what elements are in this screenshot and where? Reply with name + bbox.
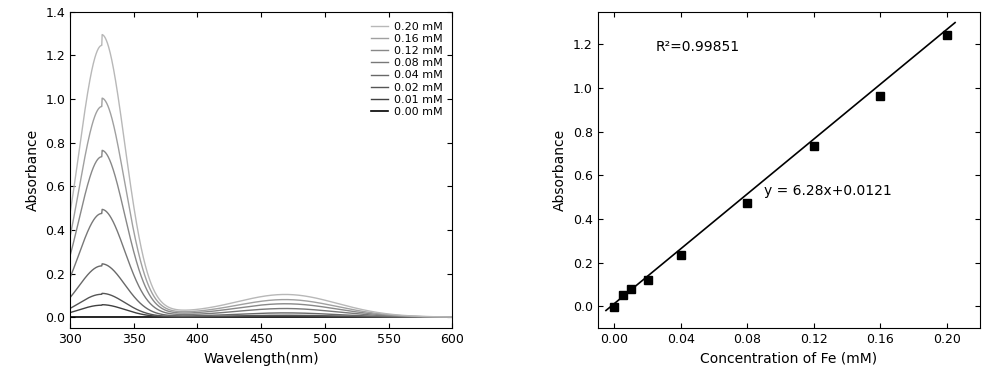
0.20 mM xyxy=(446,315,458,319)
Text: y = 6.28x+0.0121: y = 6.28x+0.0121 xyxy=(764,184,892,198)
0.16 mM xyxy=(446,315,458,319)
0.08 mM xyxy=(233,309,245,313)
0.08 mM xyxy=(369,313,381,318)
Line: 0.04 mM: 0.04 mM xyxy=(70,264,452,317)
0.04 mM xyxy=(363,314,375,318)
0.01 mM xyxy=(446,315,458,320)
0.04 mM xyxy=(64,295,76,300)
0.16 mM xyxy=(219,305,231,310)
0.08 mM xyxy=(446,315,458,320)
0.20 mM xyxy=(327,300,339,305)
0.08 mM xyxy=(219,310,231,315)
Y-axis label: Absorbance: Absorbance xyxy=(553,129,567,211)
0.01 mM xyxy=(363,315,375,319)
0.02 mM xyxy=(233,313,245,318)
0.04 mM xyxy=(233,312,245,317)
0.04 mM xyxy=(103,264,115,269)
0.08 mM xyxy=(64,275,76,280)
0.02 mM xyxy=(96,291,108,296)
Line: 0.20 mM: 0.20 mM xyxy=(70,35,452,317)
0.16 mM xyxy=(64,235,76,239)
0.02 mM xyxy=(64,306,76,311)
0.04 mM xyxy=(446,315,458,320)
Line: 0.16 mM: 0.16 mM xyxy=(70,98,452,317)
0.20 mM xyxy=(219,302,231,307)
0.00 mM xyxy=(103,315,115,320)
0.00 mM xyxy=(446,315,458,320)
0.12 mM xyxy=(96,148,108,152)
0.12 mM xyxy=(369,312,381,317)
0.00 mM xyxy=(362,315,374,320)
0.01 mM xyxy=(233,314,245,319)
0.20 mM xyxy=(233,299,245,304)
0.20 mM xyxy=(363,308,375,313)
0.20 mM xyxy=(96,32,108,37)
0.12 mM xyxy=(446,315,458,319)
0.01 mM xyxy=(103,303,115,308)
0.01 mM xyxy=(219,314,231,319)
0.02 mM xyxy=(363,314,375,319)
0.02 mM xyxy=(219,314,231,318)
0.12 mM xyxy=(64,254,76,258)
0.01 mM xyxy=(96,302,108,307)
0.12 mM xyxy=(219,307,231,312)
Line: 0.08 mM: 0.08 mM xyxy=(70,209,452,317)
0.00 mM xyxy=(219,315,231,320)
0.16 mM xyxy=(233,303,245,307)
Legend: 0.20 mM, 0.16 mM, 0.12 mM, 0.08 mM, 0.04 mM, 0.02 mM, 0.01 mM, 0.00 mM: 0.20 mM, 0.16 mM, 0.12 mM, 0.08 mM, 0.04… xyxy=(367,17,447,122)
0.00 mM xyxy=(232,315,244,320)
0.00 mM xyxy=(64,315,76,320)
Line: 0.12 mM: 0.12 mM xyxy=(70,150,452,317)
0.08 mM xyxy=(363,312,375,317)
0.16 mM xyxy=(103,108,115,112)
0.01 mM xyxy=(64,310,76,315)
X-axis label: Wavelength(nm): Wavelength(nm) xyxy=(203,352,319,366)
0.20 mM xyxy=(64,211,76,216)
0.01 mM xyxy=(327,314,339,319)
0.12 mM xyxy=(103,157,115,162)
0.12 mM xyxy=(327,306,339,311)
0.04 mM xyxy=(96,262,108,266)
0.12 mM xyxy=(363,311,375,316)
Line: 0.01 mM: 0.01 mM xyxy=(70,305,452,317)
Y-axis label: Absorbance: Absorbance xyxy=(26,129,40,211)
0.04 mM xyxy=(327,312,339,317)
0.20 mM xyxy=(103,47,115,52)
0.02 mM xyxy=(327,313,339,318)
0.00 mM xyxy=(327,315,339,320)
Line: 0.02 mM: 0.02 mM xyxy=(70,293,452,317)
0.20 mM xyxy=(369,310,381,315)
X-axis label: Concentration of Fe (mM): Concentration of Fe (mM) xyxy=(700,352,877,366)
0.08 mM xyxy=(327,309,339,314)
0.02 mM xyxy=(103,292,115,297)
0.00 mM xyxy=(369,315,381,320)
0.04 mM xyxy=(369,314,381,318)
0.02 mM xyxy=(369,315,381,319)
0.16 mM xyxy=(327,303,339,308)
0.02 mM xyxy=(446,315,458,320)
0.04 mM xyxy=(219,313,231,317)
0.08 mM xyxy=(103,213,115,218)
0.16 mM xyxy=(96,96,108,100)
0.01 mM xyxy=(369,315,381,319)
0.16 mM xyxy=(363,310,375,315)
0.08 mM xyxy=(96,207,108,212)
0.12 mM xyxy=(233,306,245,310)
0.16 mM xyxy=(369,311,381,316)
Text: R²=0.99851: R²=0.99851 xyxy=(656,40,740,54)
